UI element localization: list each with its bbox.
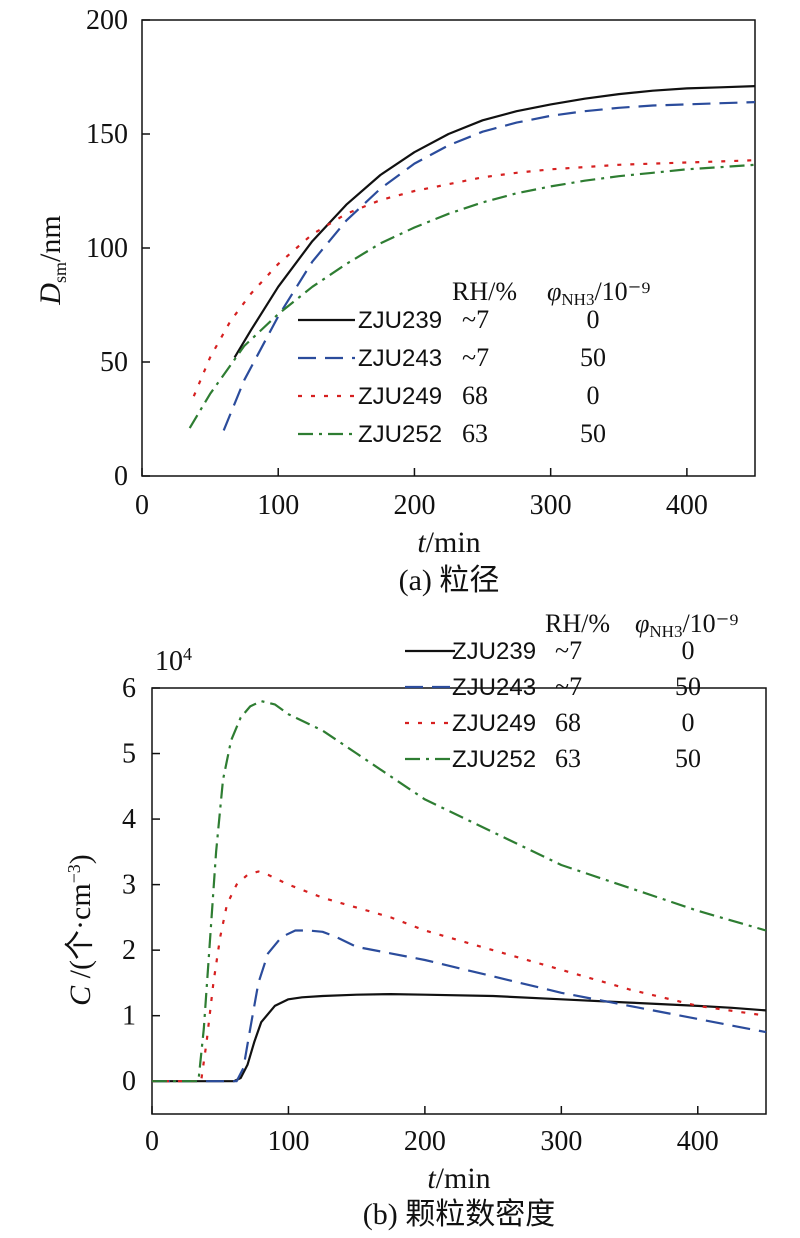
axis-ticks-a: 0 100 200 300 400 0 50 100 150 200: [86, 5, 708, 521]
series-line-zju252: [152, 699, 767, 1083]
series-line-zju239: [233, 85, 756, 358]
x-tick-label: 400: [666, 490, 708, 521]
series-line-zju243: [222, 101, 756, 431]
series-line-zju239: [152, 992, 767, 1083]
legend-nh3-value: 0: [682, 708, 695, 737]
y-tick-label: 50: [100, 347, 128, 378]
legend-rh-value: 68: [555, 708, 581, 737]
legend-header-rh-a: RH/%: [452, 277, 517, 306]
legend-header-nh3-a: φNH3/10⁻⁹: [547, 277, 650, 309]
legend-name: ZJU252: [358, 421, 442, 448]
y-tick-label: 100: [86, 233, 128, 264]
y-tick-label: 6: [122, 673, 136, 704]
legend-header-rh-b: RH/%: [545, 609, 610, 638]
legend-rh-value: ~7: [462, 305, 489, 334]
caption-a: (a) 粒径: [399, 564, 500, 597]
legend-nh3-value: 0: [587, 305, 600, 334]
y-tick-label: 4: [122, 804, 136, 835]
y-tick-label: 200: [86, 5, 128, 36]
legend-name: ZJU239: [452, 638, 536, 665]
legend-name: ZJU249: [358, 383, 442, 410]
legend-name: ZJU249: [452, 710, 536, 737]
legend-nh3-value: 50: [675, 744, 701, 773]
legend-nh3-value: 50: [675, 672, 701, 701]
legend-rh-value: 63: [555, 744, 581, 773]
x-tick-label: 100: [257, 490, 299, 521]
x-tick-label: 300: [530, 490, 572, 521]
x-tick-label: 100: [267, 1126, 309, 1157]
legend-rh-value: ~7: [462, 343, 489, 372]
legend-b: ZJU239 ~7 0 ZJU243 ~7 50 ZJU249 68 0 ZJU252 63 50: [405, 636, 701, 773]
series-line-zju252: [188, 163, 756, 429]
y-tick-label: 150: [86, 119, 128, 150]
panel-a-particle-size: 0 100 200 300 400 0 50 100 150 200 t/min Dsm/nm (…: [34, 5, 756, 597]
x-tick-label: 200: [393, 490, 435, 521]
legend-nh3-value: 0: [587, 381, 600, 410]
legend-nh3-value: 50: [580, 419, 606, 448]
axis-ticks-b: 0 100 200 300 400 0 1 2 3 4 5 6: [122, 673, 719, 1157]
y-tick-label: 3: [122, 870, 136, 901]
series-line-zju249: [192, 159, 756, 397]
x-tick-label: 0: [145, 1126, 159, 1157]
x-tick-label: 200: [404, 1126, 446, 1157]
legend-nh3-value: 50: [580, 343, 606, 372]
legend-rh-value: ~7: [555, 636, 582, 665]
plot-frame-b: [151, 687, 767, 1115]
y-multiplier-b: 104: [155, 644, 192, 677]
x-axis-label-b: t/min: [427, 1162, 490, 1195]
y-axis-label-a: Dsm/nm: [34, 215, 70, 305]
caption-b: (b) 颗粒数密度: [363, 1198, 555, 1231]
legend-rh-value: ~7: [555, 672, 582, 701]
panel-b-number-density: 0 100 200 300 400 0 1 2 3 4 5 6 104 t/min C /(个·cm−…: [64, 609, 767, 1231]
legend-name: ZJU239: [358, 307, 442, 334]
x-tick-label: 400: [677, 1126, 719, 1157]
legend-rh-value: 68: [462, 381, 488, 410]
y-tick-label: 0: [122, 1066, 136, 1097]
x-tick-label: 0: [135, 490, 149, 521]
legend-rh-value: 63: [462, 419, 488, 448]
y-tick-label: 5: [122, 739, 136, 770]
series-group-a: [188, 85, 756, 431]
legend-name: ZJU243: [452, 674, 536, 701]
y-tick-label: 1: [122, 1001, 136, 1032]
x-tick-label: 300: [540, 1126, 582, 1157]
legend-a: ZJU239 ~7 0 ZJU243 ~7 50 ZJU249 68 0 ZJU252 63 50: [298, 305, 606, 448]
series-line-zju243: [152, 929, 767, 1083]
y-axis-label-b: C /(个·cm−3): [64, 854, 97, 1006]
y-tick-label: 2: [122, 935, 136, 966]
legend-nh3-value: 0: [682, 636, 695, 665]
legend-header-nh3-b: φNH3/10⁻⁹: [635, 609, 738, 641]
plot-frame-a: [141, 19, 756, 477]
x-axis-label-a: t/min: [417, 526, 480, 559]
legend-name: ZJU252: [452, 746, 536, 773]
series-group-b: [152, 699, 767, 1083]
y-tick-label: 0: [114, 461, 128, 492]
legend-name: ZJU243: [358, 345, 442, 372]
